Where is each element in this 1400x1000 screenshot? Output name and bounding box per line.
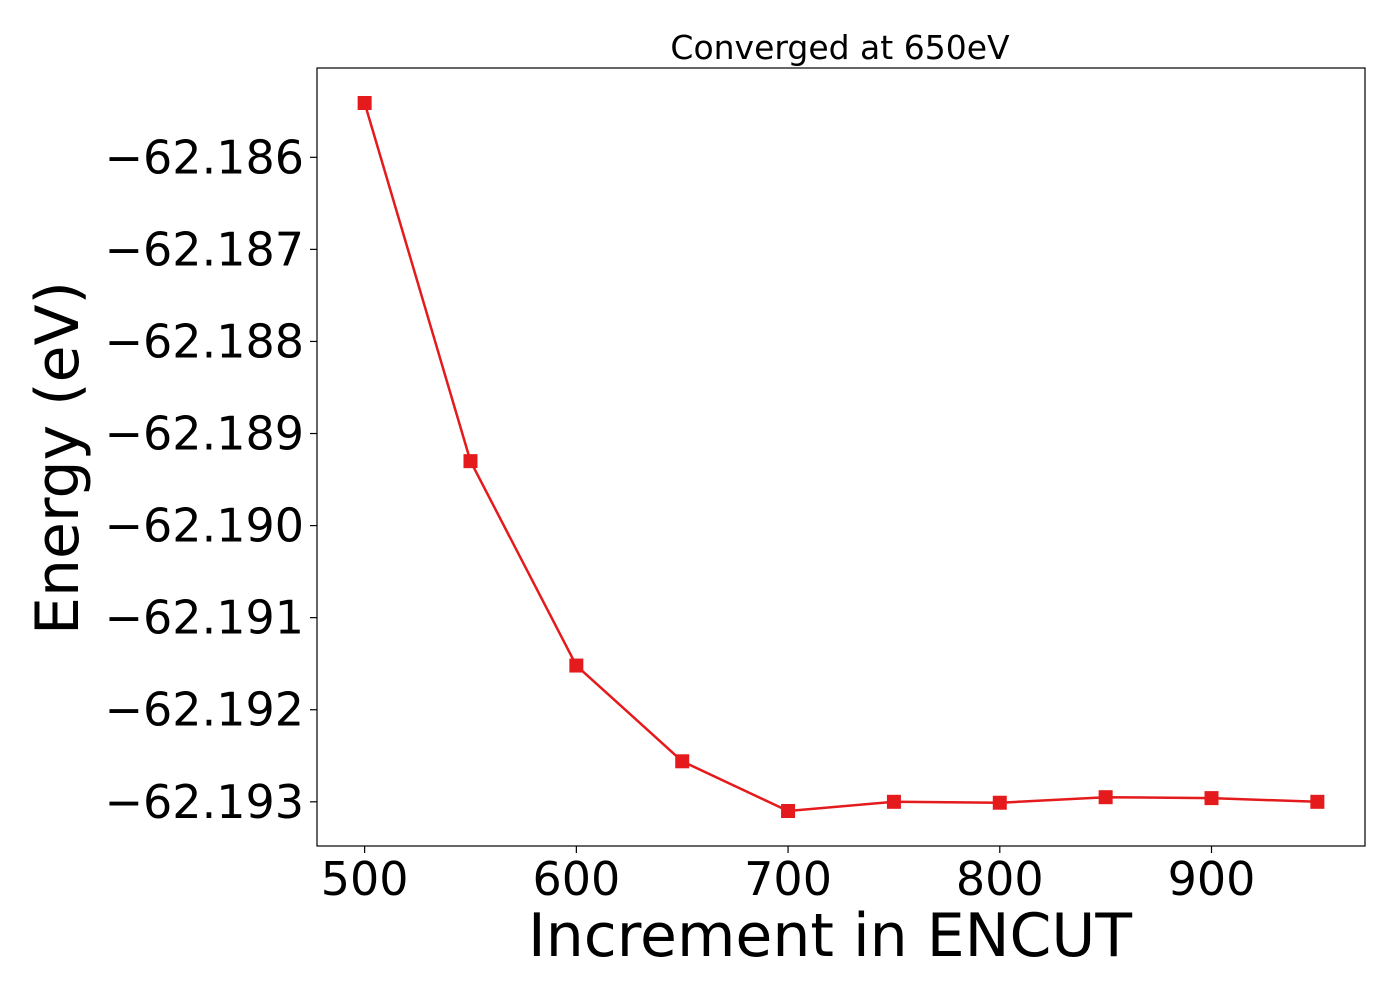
x-tick-label: 800 bbox=[956, 852, 1044, 906]
y-tick-label: −62.190 bbox=[105, 499, 305, 553]
y-tick-label: −62.189 bbox=[105, 407, 305, 461]
x-tick-label: 700 bbox=[744, 852, 832, 906]
data-point bbox=[1204, 791, 1219, 806]
data-point bbox=[569, 658, 584, 673]
y-axis-ticks: −62.186 −62.187 −62.188 −62.189 −62.190 −62.1… bbox=[105, 130, 317, 829]
y-tick-label: −62.193 bbox=[105, 775, 305, 829]
x-tick-label: 500 bbox=[321, 852, 409, 906]
data-point bbox=[1310, 794, 1325, 809]
y-tick-label: −62.191 bbox=[105, 591, 305, 645]
y-axis-label: Energy (eV) bbox=[23, 281, 93, 635]
data-point bbox=[463, 454, 478, 469]
x-axis-label: Increment in ENCUT bbox=[528, 901, 1132, 971]
y-tick-label: −62.188 bbox=[105, 314, 305, 368]
data-point bbox=[675, 754, 690, 769]
x-axis-ticks: 500 600 700 800 900 bbox=[321, 846, 1256, 906]
data-point bbox=[357, 95, 372, 110]
x-tick-label: 600 bbox=[532, 852, 620, 906]
data-point bbox=[781, 804, 796, 819]
plot-frame bbox=[316, 67, 1366, 847]
series-group bbox=[357, 95, 1325, 819]
series-line bbox=[363, 102, 1318, 813]
x-tick-label: 900 bbox=[1168, 852, 1256, 906]
data-point bbox=[1098, 790, 1113, 805]
y-tick-label: −62.186 bbox=[105, 130, 305, 184]
y-tick-label: −62.192 bbox=[105, 683, 305, 737]
y-tick-label: −62.187 bbox=[105, 222, 305, 276]
data-point bbox=[992, 795, 1007, 810]
data-point bbox=[886, 794, 901, 809]
chart-title: Converged at 650eV bbox=[670, 28, 1010, 67]
